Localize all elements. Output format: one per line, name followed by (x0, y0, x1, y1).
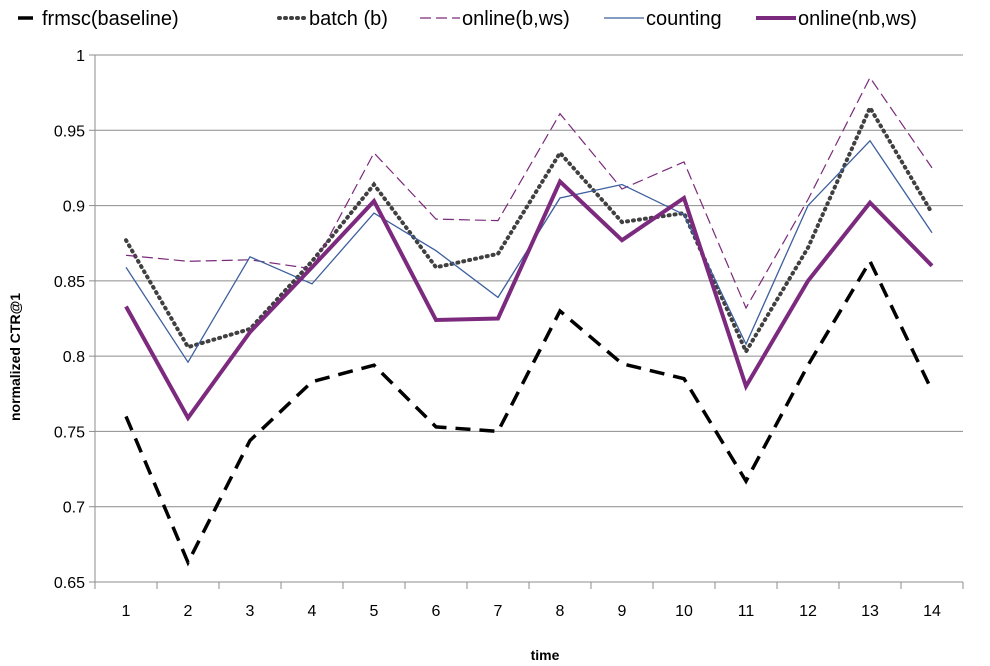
x-tick-label: 1 (122, 603, 131, 620)
x-tick-label: 14 (923, 603, 941, 620)
series-line-5 (124, 178, 934, 422)
legend-item: online(b,ws) (420, 8, 570, 30)
gridlines (95, 54, 963, 508)
x-tick-label: 9 (618, 603, 627, 620)
y-tick-label: 1 (76, 48, 85, 65)
y-tick-label: 0.75 (54, 424, 85, 441)
series-lines (124, 76, 934, 567)
y-tick-label: 0.7 (63, 500, 85, 517)
legend-item: counting (604, 8, 722, 30)
axes (94, 55, 963, 583)
x-tick-label: 10 (675, 603, 693, 620)
y-tick-label: 0.65 (54, 575, 85, 592)
legend: frmsc(baseline) batch (b) online(b,ws) coun… (18, 8, 917, 30)
legend-label: batch (b) (309, 8, 388, 30)
y-axis-title: normalized CTR@1 (7, 293, 23, 421)
x-tick-label: 12 (799, 603, 817, 620)
y-tick-label: 0.8 (63, 349, 85, 366)
x-tick-label: 7 (494, 603, 503, 620)
y-tick-label: 0.95 (54, 123, 85, 140)
y-tick-label: 0.85 (54, 274, 85, 291)
legend-item: frmsc(baseline) (18, 8, 179, 30)
x-tick-label: 3 (246, 603, 255, 620)
x-tick-label: 4 (308, 603, 317, 620)
x-tick-label: 8 (556, 603, 565, 620)
legend-item: online(nb,ws) (756, 8, 917, 30)
x-tick-label: 6 (432, 603, 441, 620)
series-line-1 (124, 257, 934, 567)
y-axis-ticks: 0.65 0.7 0.75 0.8 0.85 0.9 0.95 1 (54, 48, 95, 592)
x-axis-title: time (531, 647, 560, 663)
x-tick-label: 5 (370, 603, 379, 620)
legend-label: frmsc(baseline) (42, 8, 179, 30)
series-line-2 (124, 103, 934, 356)
legend-label: counting (646, 8, 722, 30)
y-tick-label: 0.9 (63, 199, 85, 216)
x-tick-label: 11 (738, 603, 755, 620)
legend-item: batch (b) (277, 8, 388, 30)
series-line-3 (125, 76, 933, 310)
legend-label: online(nb,ws) (798, 8, 917, 30)
x-tick-label: 2 (184, 603, 193, 620)
x-axis-ticks: 1 2 3 4 5 6 7 8 9 10 11 12 13 14 (94, 582, 964, 620)
legend-label: online(b,ws) (462, 8, 570, 30)
x-tick-label: 13 (861, 603, 879, 620)
